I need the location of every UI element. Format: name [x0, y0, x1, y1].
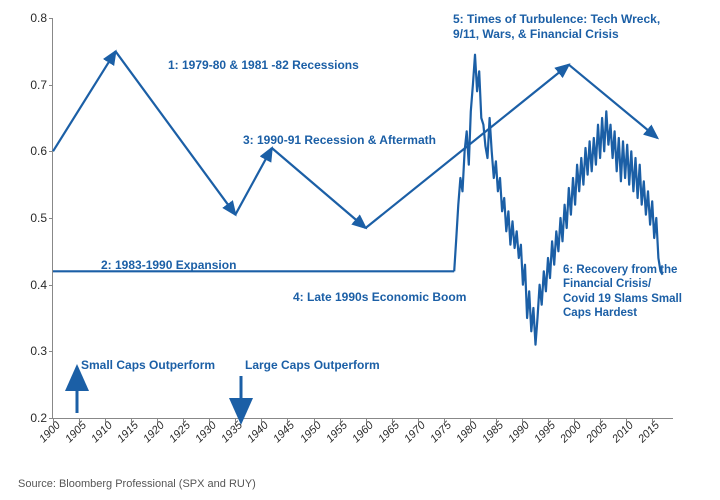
x-tick-label: 1990: [506, 419, 532, 445]
source-text: Source: Bloomberg Professional (SPX and …: [18, 478, 256, 490]
x-tick-label: 2015: [636, 419, 662, 445]
x-tick-label: 1985: [480, 419, 506, 445]
trend-segment: [272, 148, 366, 228]
x-tick-label: 1915: [115, 419, 141, 445]
plot-area: 0.20.30.40.50.60.70.81900190519101915192…: [52, 18, 673, 419]
x-tick-label: 1960: [350, 419, 376, 445]
x-tick-label: 1945: [272, 419, 298, 445]
x-tick-label: 2010: [610, 419, 636, 445]
x-tick-label: 1925: [167, 419, 193, 445]
trend-segment: [53, 51, 116, 151]
x-tick-label: 1965: [376, 419, 402, 445]
x-tick-label: 1930: [193, 419, 219, 445]
x-tick-label: 1905: [63, 419, 89, 445]
trend-segment: [116, 51, 236, 214]
x-tick-label: 1995: [532, 419, 558, 445]
x-tick-label: 2005: [584, 419, 610, 445]
x-tick-label: 1950: [298, 419, 324, 445]
trend-segment: [569, 65, 658, 138]
x-tick-label: 2000: [558, 419, 584, 445]
x-tick-label: 1910: [89, 419, 115, 445]
trend-segment: [235, 148, 271, 215]
x-tick-label: 1955: [324, 419, 350, 445]
chart-container: 0.20.30.40.50.60.70.81900190519101915192…: [0, 0, 720, 500]
chart-svg: [53, 18, 673, 418]
x-tick-label: 1970: [402, 419, 428, 445]
x-tick-label: 1935: [219, 419, 245, 445]
x-tick-label: 1980: [454, 419, 480, 445]
x-tick-label: 1940: [245, 419, 271, 445]
noisy-series-line: [454, 55, 662, 345]
x-tick-label: 1975: [428, 419, 454, 445]
x-tick-label: 1920: [141, 419, 167, 445]
